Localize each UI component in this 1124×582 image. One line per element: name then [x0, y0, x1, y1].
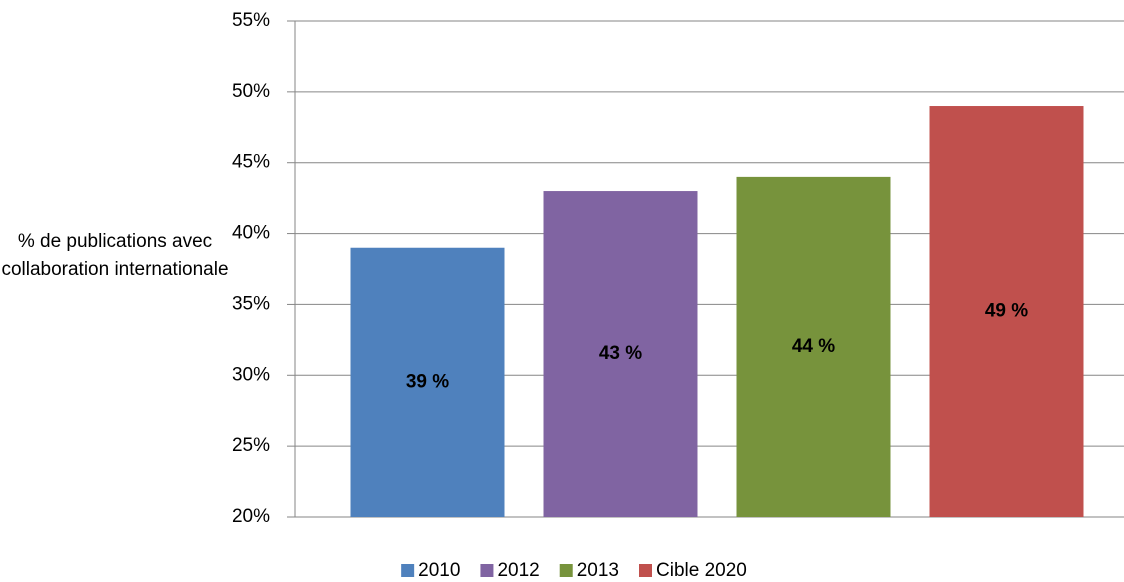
- y-tick-label: 25%: [232, 435, 270, 456]
- legend-label: 2013: [577, 560, 619, 581]
- bar: [543, 191, 698, 518]
- y-tick-label: 55%: [232, 10, 270, 31]
- bar: [736, 176, 891, 517]
- y-tick-label: 45%: [232, 152, 270, 173]
- data-label: 39 %: [406, 371, 449, 392]
- bar: [929, 106, 1084, 518]
- bar: [350, 247, 505, 517]
- y-tick-label: 20%: [232, 506, 270, 527]
- legend-swatch: [639, 564, 652, 577]
- y-tick-label: 40%: [232, 223, 270, 244]
- legend-swatch: [480, 564, 494, 577]
- data-label: 49 %: [985, 301, 1028, 322]
- legend-label: 2012: [497, 560, 539, 581]
- y-tick-label: 30%: [232, 364, 270, 385]
- legend-swatch: [401, 564, 415, 577]
- data-label: 44 %: [792, 336, 835, 357]
- legend-label: 2010: [418, 560, 460, 581]
- legend-swatch: [559, 564, 573, 577]
- y-axis-label: % de publications avec collaboration int…: [1, 231, 229, 280]
- legend-label: Cible 2020: [656, 560, 747, 581]
- data-label: 43 %: [599, 343, 642, 364]
- y-tick-label: 35%: [232, 293, 270, 314]
- y-tick-label: 50%: [232, 81, 270, 102]
